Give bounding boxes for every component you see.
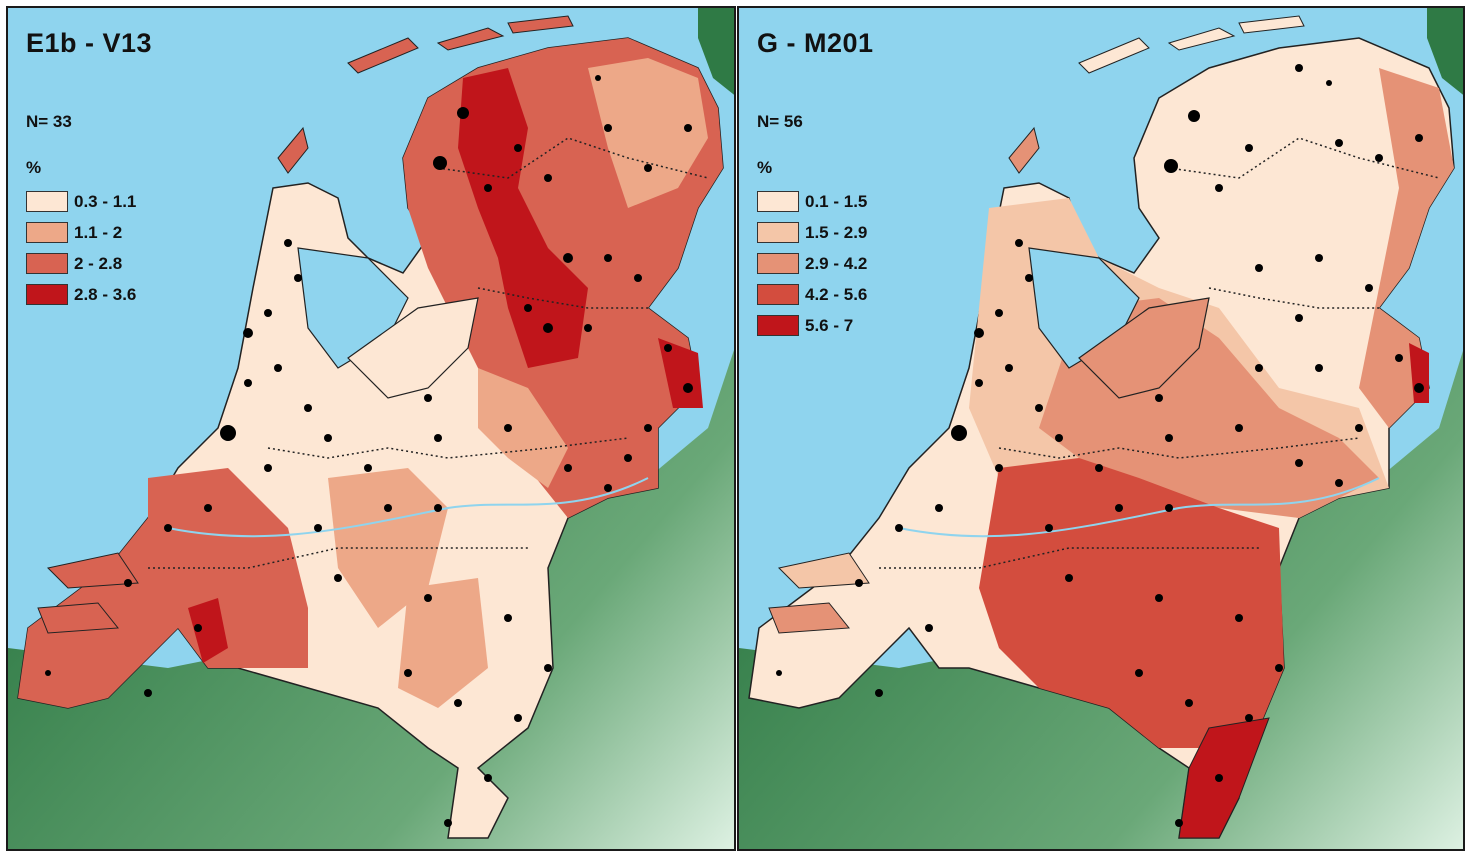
legend-swatch [26,191,68,212]
wadden-island [1078,37,1150,74]
province-border [148,547,528,569]
sample-points [45,75,693,827]
sample-count: N= 56 [757,112,803,131]
province-border [998,437,1360,459]
germany-corner [1427,8,1463,95]
legend-item: 1.1 - 2 [26,217,136,248]
legend-unit: % [26,158,42,177]
wadden-island [436,27,505,51]
legend-label: 1.1 - 2 [74,222,123,242]
wadden-island [507,15,574,34]
legend-swatch [26,253,68,274]
map-panel-e1b-v13: E1b - V13 N= 33 % 0.3 - 1.1 1.1 - 2 2 - … [6,6,736,851]
legend-item: 0.1 - 1.5 [757,186,867,217]
legend-unit: % [757,158,773,177]
legend-item: 4.2 - 5.6 [757,279,867,310]
legend-label: 2 - 2.8 [74,253,123,273]
region-2.8-3.6-southwest [188,598,228,663]
map-panel-g-m201: G - M201 N= 56 % 0.1 - 1.5 1.5 - 2.9 2.9… [737,6,1465,851]
map-title: G - M201 [757,28,874,58]
legend-item: 2.8 - 3.6 [26,279,136,310]
province-border [267,437,629,459]
river [898,477,1380,538]
province-border [879,547,1259,569]
region-2.8-3.6-north [458,68,588,368]
legend-label: 0.3 - 1.1 [74,191,137,211]
sample-count: N= 33 [26,112,72,131]
legend-swatch [757,253,799,274]
legend-swatch [757,284,799,305]
wadden-island [277,126,309,174]
legend-swatch [757,191,799,212]
zeeland-island [777,552,870,589]
legend-swatch [757,315,799,336]
legend-swatch [26,284,68,305]
legend-label: 2.8 - 3.6 [74,284,137,304]
zeeland-island [768,602,850,634]
province-border [477,287,648,309]
legend-label: 2.9 - 4.2 [805,253,868,273]
legend-label: 4.2 - 5.6 [805,284,868,304]
sample-points [776,64,1424,827]
legend-label: 0.1 - 1.5 [805,191,868,211]
legend-item: 5.6 - 7 [757,310,867,341]
map-canvas [8,8,734,849]
legend-label: 1.5 - 2.9 [805,222,868,242]
region-1.1-2-east [478,368,568,488]
flevoland [1078,297,1210,399]
region-1.1-2-northeast [588,58,708,208]
legend-swatch [757,222,799,243]
legend-item: 2.9 - 4.2 [757,248,867,279]
legend: 0.3 - 1.1 1.1 - 2 2 - 2.8 2.8 - 3.6 [26,186,136,310]
outside-land [739,350,1463,849]
wadden-island [1238,15,1305,34]
wadden-island [347,37,419,74]
wadden-island [1008,126,1040,174]
map-canvas [739,8,1463,849]
wadden-island [1167,27,1236,51]
map-title: E1b - V13 [26,28,153,58]
flevoland [347,297,479,399]
legend-label: 5.6 - 7 [805,315,854,335]
zeeland-island [46,552,139,589]
germany-corner [698,8,734,95]
region-5.6-7-limburg [1178,717,1270,839]
legend-item: 2 - 2.8 [26,248,136,279]
legend-item: 1.5 - 2.9 [757,217,867,248]
province-border [1208,287,1379,309]
region-2-2.8-southwest [18,468,308,708]
legend: 0.1 - 1.5 1.5 - 2.9 2.9 - 4.2 4.2 - 5.6 … [757,186,867,341]
legend-item: 0.3 - 1.1 [26,186,136,217]
region-1.1-2-south [398,578,488,708]
zeeland-island [37,602,119,634]
outside-land [8,350,734,849]
region-2.9-4.2-east [1359,68,1454,428]
river [167,477,649,538]
legend-swatch [26,222,68,243]
